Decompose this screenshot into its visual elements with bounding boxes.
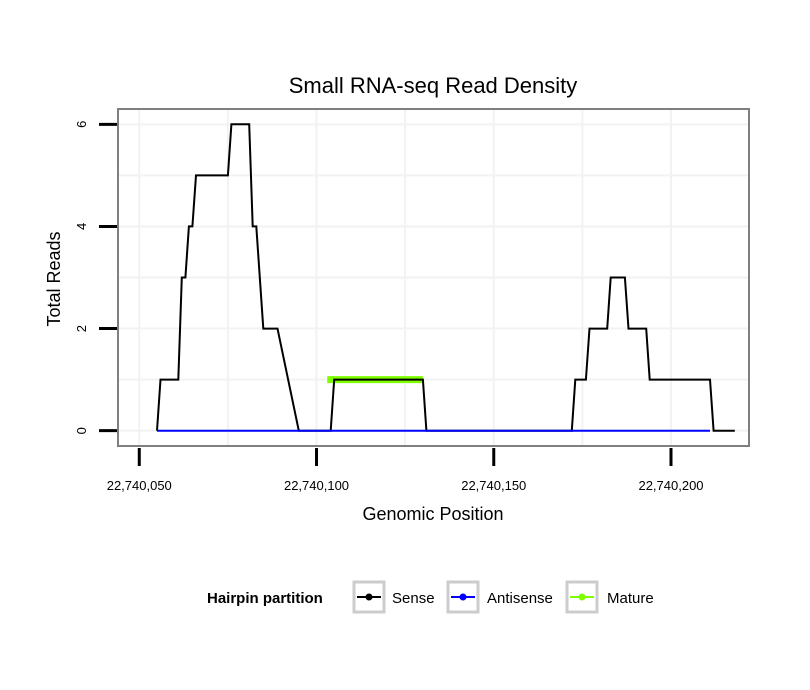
x-tick-label: 22,740,150 xyxy=(461,478,526,493)
x-tick-label: 22,740,200 xyxy=(638,478,703,493)
legend-key-mature-point xyxy=(578,593,586,601)
y-axis: 0 2 4 6 xyxy=(74,121,117,434)
chart-title: Small RNA-seq Read Density xyxy=(289,73,578,98)
legend-key-mature xyxy=(565,580,599,614)
y-tick-label: 0 xyxy=(74,427,89,434)
x-axis-label: Genomic Position xyxy=(362,504,503,524)
y-tick-label: 2 xyxy=(74,325,89,332)
x-axis: 22,740,050 22,740,100 22,740,150 22,740,200 xyxy=(107,448,704,493)
y-tick-label: 4 xyxy=(74,223,89,230)
legend-key-sense-point xyxy=(365,593,373,601)
plot-panel-border xyxy=(117,108,750,447)
legend-title: Hairpin partition xyxy=(207,590,323,607)
x-tick-label: 22,740,100 xyxy=(284,478,349,493)
legend: Hairpin partition Sense Antisense Mature xyxy=(207,580,654,614)
y-tick-label: 6 xyxy=(74,121,89,128)
legend-key-antisense-point xyxy=(459,593,467,601)
legend-label-mature: Mature xyxy=(607,590,654,607)
legend-label-antisense: Antisense xyxy=(487,590,553,607)
legend-label-sense: Sense xyxy=(392,590,435,607)
series-layer xyxy=(156,123,735,432)
y-axis-label: Total Reads xyxy=(44,231,64,326)
x-tick-label: 22,740,050 xyxy=(107,478,172,493)
